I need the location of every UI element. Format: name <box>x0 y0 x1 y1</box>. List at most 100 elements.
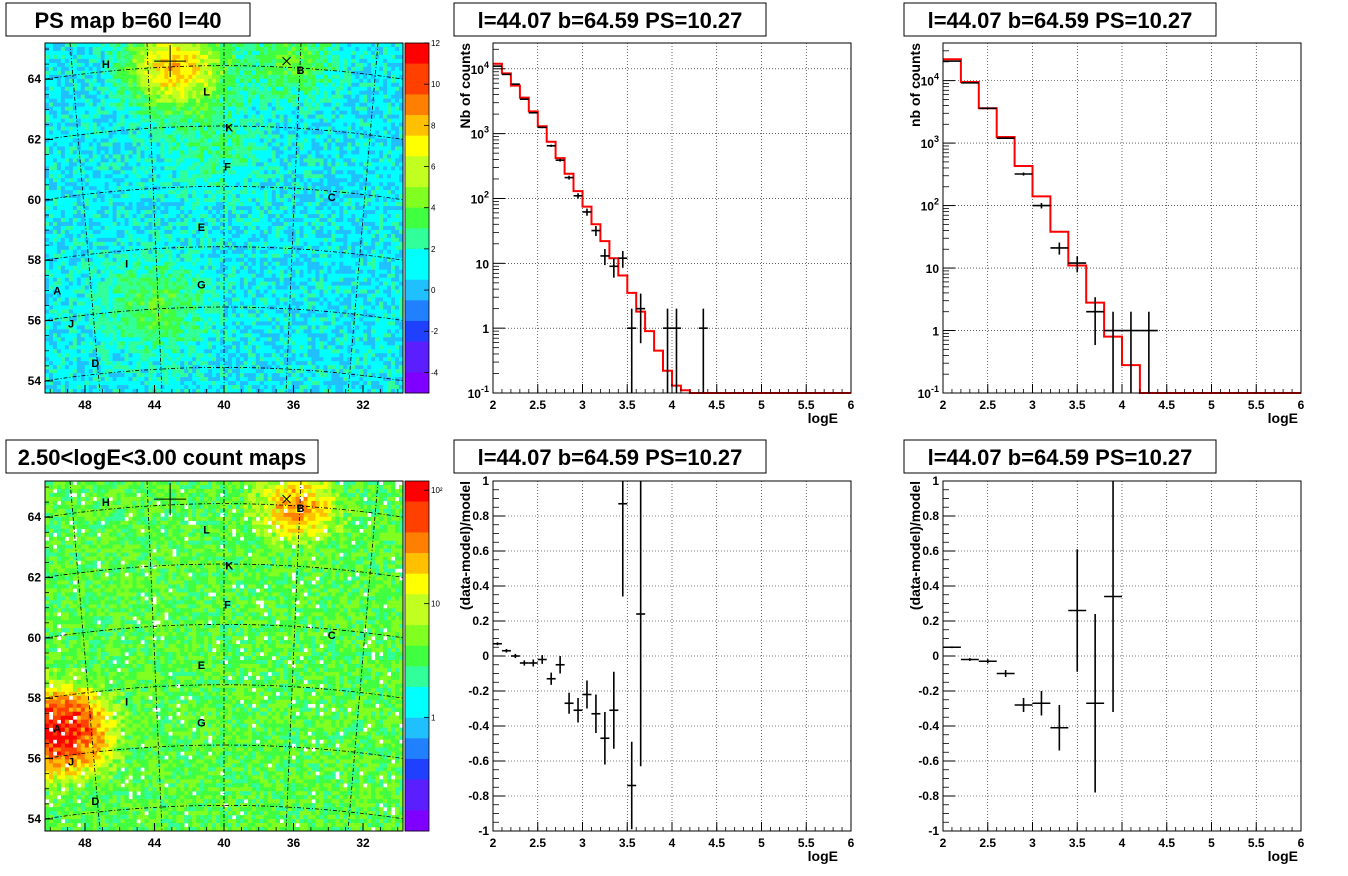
ps-map-pixel <box>247 214 253 219</box>
ps-map-pixel <box>128 241 133 247</box>
ps-map-pixel <box>84 170 90 175</box>
ps-map-pixel <box>64 114 70 119</box>
ps-map-pixel <box>204 313 209 318</box>
ps-map-pixel <box>255 66 261 72</box>
ps-map-pixel <box>188 154 193 159</box>
ps-map-pixel <box>148 325 153 330</box>
ps-map-pixel <box>196 369 201 374</box>
ps-map-pixel <box>96 357 101 362</box>
ps-map-pixel <box>80 214 86 219</box>
ps-map-pixel <box>68 353 74 358</box>
ps-map-pixel <box>231 194 237 199</box>
ps-map-pixel <box>180 130 185 135</box>
ps-map-pixel <box>224 353 229 358</box>
ps-map-pixel <box>235 373 241 378</box>
ps-map-pixel <box>68 126 74 131</box>
ps-map-pixel <box>168 166 173 171</box>
ps-map-pixel <box>184 261 189 267</box>
ps-map-pixel <box>216 305 221 310</box>
ps-map-pixel <box>224 377 229 382</box>
ps-map-pixel <box>172 353 177 358</box>
ps-map-pixel <box>184 106 189 111</box>
ps-map-pixel <box>45 273 50 278</box>
ps-map-pixel <box>231 249 237 255</box>
ps-map-pixel <box>136 377 141 382</box>
ps-map-pixel <box>204 257 209 263</box>
ps-map-pixel <box>60 66 66 72</box>
ps-map-pixel <box>231 349 237 354</box>
ps-map-pixel <box>259 261 265 267</box>
ps-map-pixel <box>172 277 177 282</box>
ps-map-pixel <box>124 257 129 263</box>
ps-map-pixel <box>216 225 221 231</box>
ps-map-pixel <box>60 86 66 92</box>
ps-map-pixel <box>172 130 177 135</box>
ps-map-pixel <box>235 229 241 235</box>
ps-map-pixel <box>140 385 145 390</box>
ps-map-pixel <box>72 349 78 354</box>
ps-map-pixel <box>132 94 137 99</box>
ps-map-pixel <box>132 190 137 195</box>
ps-map-pixel <box>180 174 185 179</box>
ps-map-pixel <box>259 229 265 235</box>
ps-map-pixel <box>243 110 249 115</box>
ps-map-pixel <box>227 134 233 139</box>
ps-map-pixel <box>247 389 253 394</box>
ps-map-pixel <box>56 229 62 235</box>
ps-map-pixel <box>176 325 181 330</box>
ps-map-pixel <box>104 170 109 175</box>
ps-map-pixel <box>204 194 209 199</box>
ps-map-pixel <box>88 174 94 179</box>
ps-map-pixel <box>251 329 257 334</box>
ps-map-pixel <box>251 122 257 127</box>
ps-map-pixel <box>212 289 217 294</box>
ps-map-pixel <box>231 186 237 191</box>
ps-map-pixel <box>156 245 161 251</box>
ps-map-pixel <box>196 138 201 143</box>
ps-map-pixel <box>231 46 237 52</box>
ps-map-pixel <box>152 86 157 92</box>
ps-map-pixel <box>243 46 249 52</box>
ps-map-pixel <box>267 313 273 318</box>
ps-map-pixel <box>64 353 70 358</box>
ps-map-pixel <box>192 82 197 88</box>
ps-map-pixel <box>68 114 74 119</box>
ps-map-pixel <box>267 130 273 135</box>
ps-map-pixel <box>216 377 221 382</box>
ps-map-pixel <box>231 289 237 294</box>
ps-map-pixel <box>188 365 193 370</box>
ps-map-pixel <box>231 281 237 286</box>
ps-map-pixel <box>60 237 66 243</box>
ps-map-pixel <box>136 365 141 370</box>
ps-map-pixel <box>156 186 161 191</box>
ps-map-pixel <box>68 377 74 382</box>
ps-map-pixel <box>204 102 209 107</box>
ps-map-pixel <box>160 210 165 215</box>
ps-map-pixel <box>140 202 145 207</box>
ps-map-pixel <box>64 58 70 64</box>
ps-map-pixel <box>132 106 137 111</box>
ps-map-pixel <box>220 206 225 211</box>
ps-map-pixel <box>144 182 149 187</box>
ps-map-pixel <box>184 345 189 350</box>
ps-map-pixel <box>48 357 54 362</box>
ps-map-pixel <box>124 43 129 48</box>
ps-map-pixel <box>96 130 101 135</box>
ps-map-pixel <box>184 202 189 207</box>
ps-map-pixel <box>184 182 189 187</box>
ps-map-pixel <box>68 269 74 274</box>
ps-map-pixel <box>259 289 265 294</box>
ps-map-pixel <box>243 309 249 314</box>
ps-map-pixel <box>120 106 125 111</box>
ps-map-pixel <box>188 46 193 52</box>
ps-map-pixel <box>208 369 213 374</box>
ps-map-pixel <box>243 261 249 267</box>
ps-map-pixel <box>180 170 185 175</box>
ps-map-pixel <box>80 357 86 362</box>
ps-map-pixel <box>176 214 181 219</box>
ps-map-pixel <box>160 249 165 255</box>
ps-map-pixel <box>160 297 165 302</box>
ps-map-pixel <box>156 62 161 68</box>
ps-map-pixel <box>204 198 209 203</box>
